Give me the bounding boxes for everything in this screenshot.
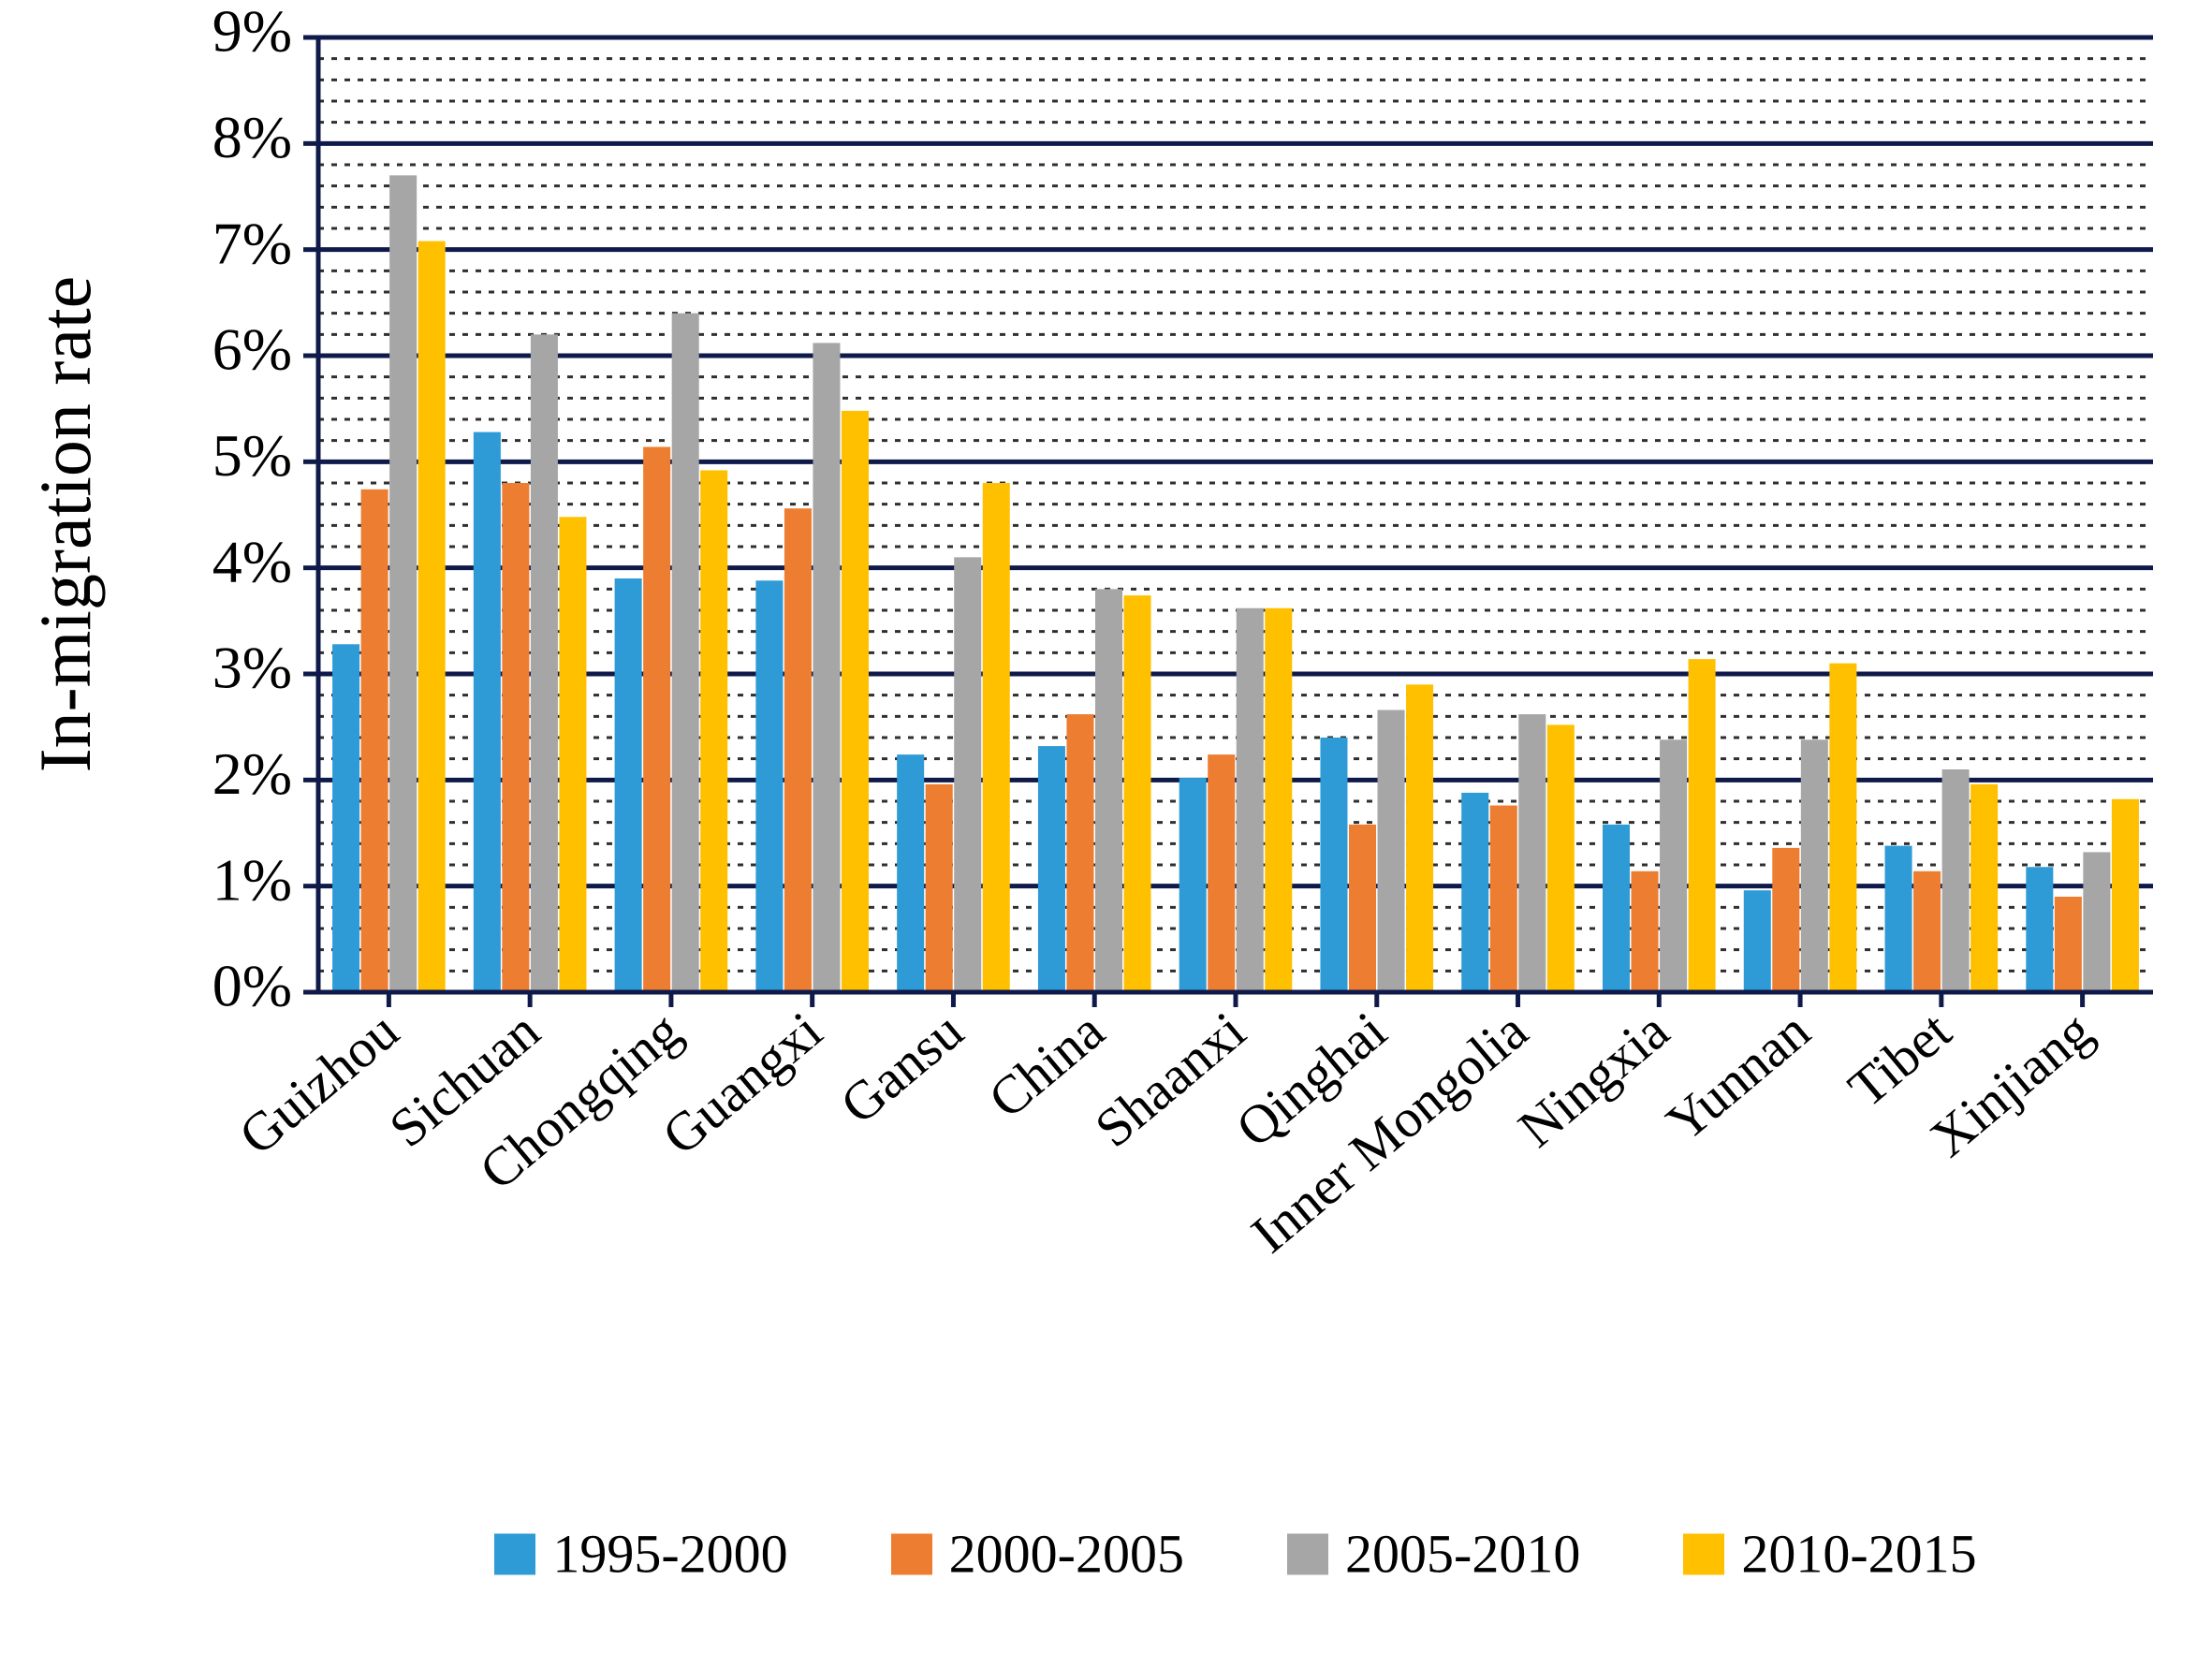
bar xyxy=(1970,784,1998,992)
bar xyxy=(1942,769,1970,992)
bar xyxy=(1461,793,1488,992)
bar xyxy=(983,483,1010,992)
y-tick-label: 0% xyxy=(212,953,292,1019)
bar xyxy=(474,432,501,992)
bar xyxy=(1066,714,1093,992)
bar xyxy=(1632,871,1659,992)
legend-label: 1995-2000 xyxy=(552,1523,787,1586)
bar xyxy=(2026,867,2053,992)
bar xyxy=(1660,739,1687,992)
bar xyxy=(531,334,558,992)
legend-item: 2000-2005 xyxy=(891,1523,1184,1586)
y-tick-label: 7% xyxy=(212,210,292,276)
bar xyxy=(2055,897,2082,992)
bar xyxy=(755,580,783,992)
bar xyxy=(1406,684,1433,992)
legend-swatch xyxy=(891,1533,932,1574)
bar xyxy=(954,557,981,992)
legend-label: 2005-2010 xyxy=(1345,1523,1580,1586)
y-tick-label: 3% xyxy=(212,635,292,701)
bar xyxy=(1038,746,1065,992)
bar xyxy=(361,490,388,992)
bar xyxy=(1829,664,1856,992)
legend-swatch xyxy=(1287,1533,1328,1574)
bar xyxy=(842,411,869,992)
bar xyxy=(559,517,586,992)
bar xyxy=(1913,871,1941,992)
bar xyxy=(1490,806,1517,992)
legend-label: 2000-2005 xyxy=(949,1523,1184,1586)
y-tick-label: 1% xyxy=(212,846,292,913)
y-tick-label: 4% xyxy=(212,528,292,594)
bar xyxy=(1095,589,1122,992)
legend: 1995-2000 2000-2005 2005-2010 2010-2015 xyxy=(318,1523,2153,1586)
bar xyxy=(1237,608,1264,992)
bar xyxy=(502,483,529,992)
bar xyxy=(1772,848,1799,992)
bar xyxy=(1603,825,1630,992)
bar xyxy=(1801,739,1828,992)
bar xyxy=(1265,608,1292,992)
bar xyxy=(389,175,417,992)
bar xyxy=(926,784,953,992)
legend-swatch xyxy=(1683,1533,1724,1574)
bar xyxy=(897,754,924,992)
bar xyxy=(643,446,670,992)
bar xyxy=(1349,825,1376,992)
bar xyxy=(332,644,359,992)
bar xyxy=(813,343,840,992)
legend-item: 1995-2000 xyxy=(494,1523,787,1586)
bar xyxy=(1124,595,1151,992)
y-axis-label: In-migration rate xyxy=(23,276,108,773)
bar xyxy=(1744,890,1771,992)
y-tick-label: 5% xyxy=(212,422,292,489)
legend-item: 2005-2010 xyxy=(1287,1523,1580,1586)
bar xyxy=(672,314,699,992)
bar xyxy=(1179,778,1207,992)
bar xyxy=(1689,659,1716,992)
in-migration-bar-chart: 0%1%2%3%4%5%6%7%8%9%GuizhouSichuanChongq… xyxy=(0,0,2212,1653)
legend-label: 2010-2015 xyxy=(1741,1523,1976,1586)
bar xyxy=(1518,714,1545,992)
bar xyxy=(1378,710,1405,992)
y-tick-label: 2% xyxy=(212,740,292,807)
legend-swatch xyxy=(494,1533,535,1574)
bar xyxy=(1208,754,1235,992)
bar xyxy=(2112,799,2139,992)
bar xyxy=(1885,846,1912,992)
bar xyxy=(418,241,446,992)
bar xyxy=(784,508,812,992)
bar xyxy=(1547,724,1575,992)
bar xyxy=(2083,852,2110,992)
bar xyxy=(615,578,642,992)
legend-item: 2010-2015 xyxy=(1683,1523,1976,1586)
bar xyxy=(700,470,727,992)
y-tick-label: 6% xyxy=(212,316,292,383)
bar xyxy=(1320,738,1347,992)
y-tick-label: 8% xyxy=(212,104,292,170)
y-tick-label: 9% xyxy=(212,0,292,65)
